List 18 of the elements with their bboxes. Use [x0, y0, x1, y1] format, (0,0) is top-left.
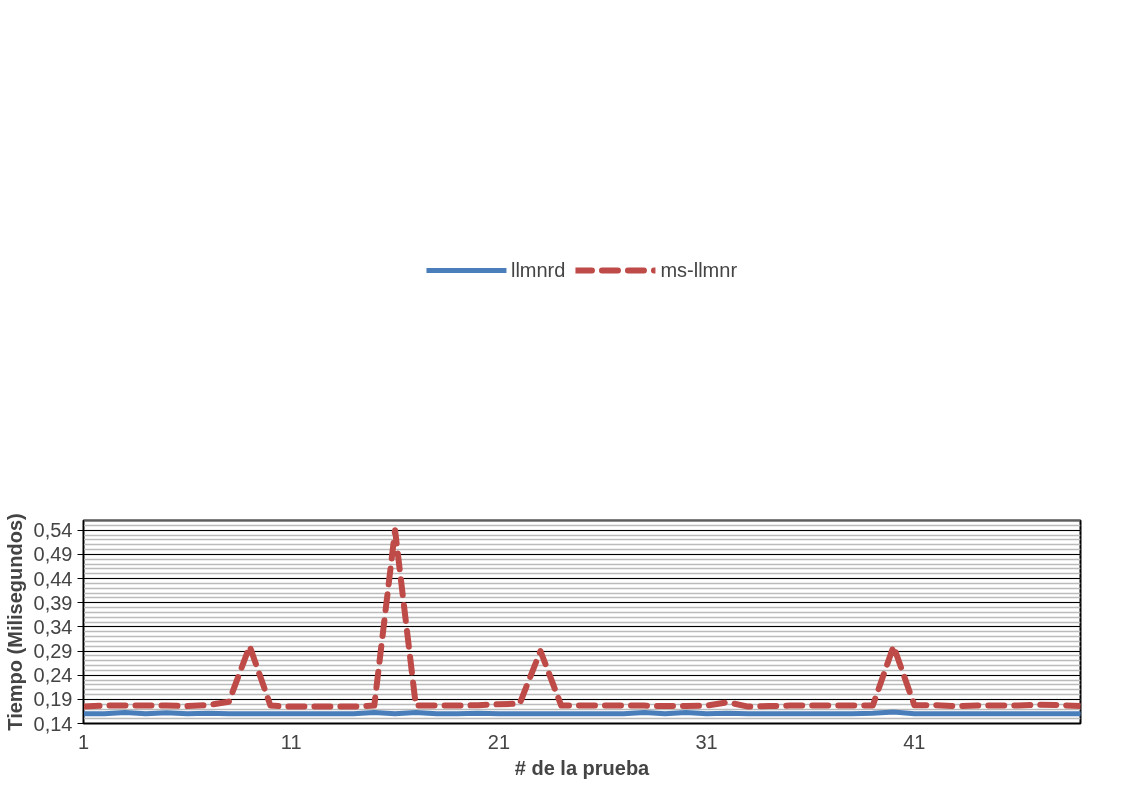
y-tick-label: 0,49: [33, 543, 73, 566]
x-tick-label: 1: [77, 730, 90, 753]
y-tick-label: 0,24: [33, 664, 73, 687]
x-axis-title: # de la prueba: [514, 756, 651, 779]
x-tick-label: 21: [487, 730, 511, 753]
legend-label: ms-llmnr: [660, 258, 738, 282]
x-tick-label: 11: [280, 730, 302, 753]
x-tick-label: 41: [903, 730, 926, 753]
y-tick-label: 0,54: [33, 519, 73, 542]
y-tick-label: 0,34: [33, 615, 73, 638]
legend-label: llmnrd: [510, 258, 566, 282]
y-tick-label: 0,44: [33, 567, 73, 590]
y-tick-label: 0,14: [33, 712, 73, 735]
y-axis-title: Tiempo (Milisegundos): [3, 513, 26, 731]
y-tick-label: 0,39: [33, 591, 73, 614]
y-tick-label: 0,29: [33, 640, 73, 662]
y-tick-label: 0,19: [33, 688, 73, 711]
x-tick-label: 31: [695, 730, 718, 753]
